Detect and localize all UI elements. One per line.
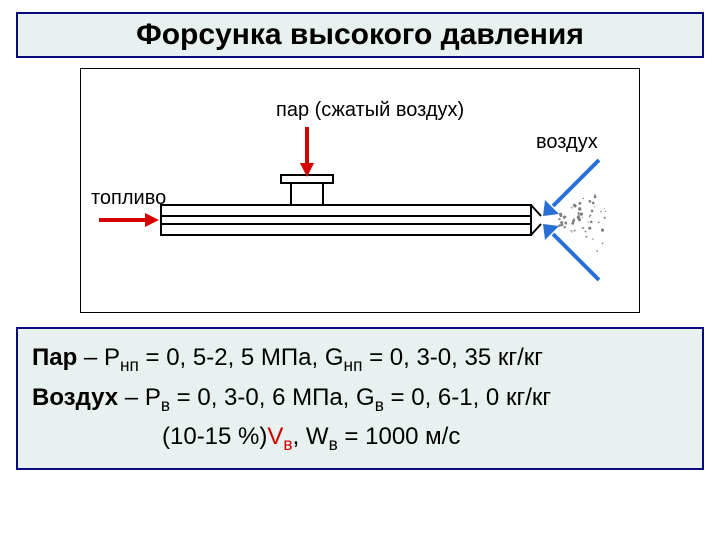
nozzle-diagram: пар (сжатый воздух) топливо воздух xyxy=(80,68,640,313)
title-box: Форсунка высокого давления xyxy=(16,12,704,58)
air-prefix: Воздух xyxy=(32,384,118,411)
param-line-steam: Пар – Рнп = 0, 5-2, 5 МПа, Gнп = 0, 3-0,… xyxy=(32,339,688,379)
param-line-air: Воздух – Рв = 0, 3-0, 6 МПа, Gв = 0, 6-1… xyxy=(32,379,688,419)
steam-prefix: Пар xyxy=(32,344,77,371)
param-line-extra: (10-15 %)Vв, Wв = 1000 м/с xyxy=(32,418,688,458)
nozzle-svg xyxy=(81,69,641,314)
parameters-box: Пар – Рнп = 0, 5-2, 5 МПа, Gнп = 0, 3-0,… xyxy=(16,327,704,470)
page-title: Форсунка высокого давления xyxy=(26,18,694,52)
